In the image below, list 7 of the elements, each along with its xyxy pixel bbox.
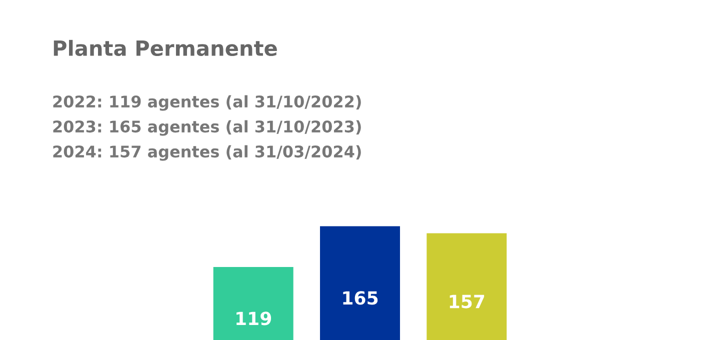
text: 2023: 165 agentes (al 31/10/2023) bbox=[53, 120, 361, 136]
data-label: 157 bbox=[450, 294, 484, 308]
chart-title: Planta Permanente bbox=[54, 40, 277, 56]
data-label: 119 bbox=[236, 312, 272, 326]
data-label: 165 bbox=[343, 291, 378, 305]
text: 2022: 119 agentes (al 31/10/2022) bbox=[53, 95, 361, 111]
text: 2024: 157 agentes (al 31/03/2024) bbox=[53, 145, 361, 161]
